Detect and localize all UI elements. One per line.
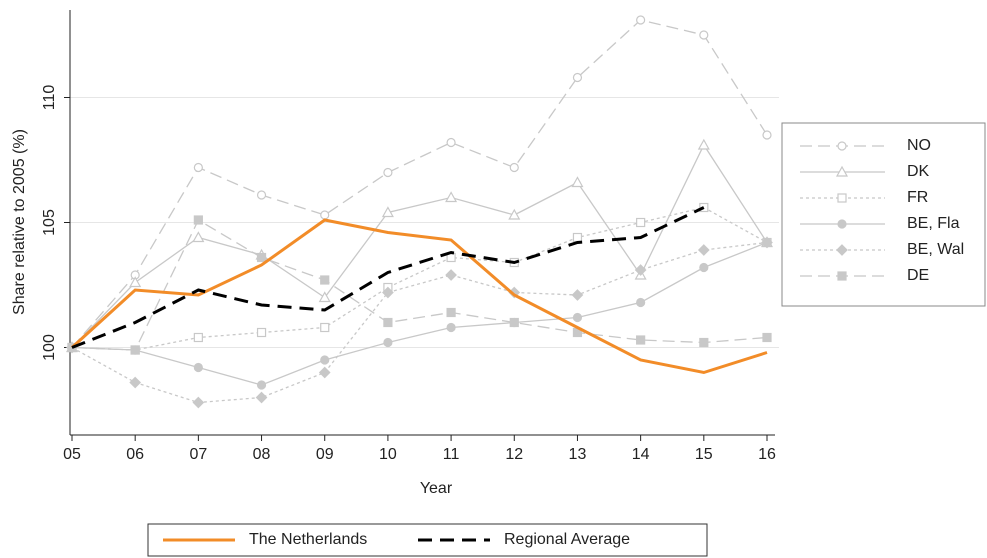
marker <box>697 244 710 256</box>
y-tick-label: 100 <box>41 334 58 361</box>
marker <box>382 286 394 299</box>
marker <box>256 327 267 338</box>
marker <box>699 337 709 348</box>
legend-label: NO <box>907 137 931 154</box>
legend-label: BE, Fla <box>907 215 960 232</box>
marker <box>193 215 203 225</box>
y-tick-label: 105 <box>41 209 58 236</box>
marker <box>192 231 205 243</box>
marker <box>318 366 331 379</box>
marker <box>697 138 710 150</box>
marker <box>192 396 205 409</box>
series-line <box>70 218 768 375</box>
x-tick-label: 15 <box>695 446 713 463</box>
marker <box>509 317 519 328</box>
legend-label: FR <box>907 189 928 206</box>
marker <box>256 252 267 263</box>
marker <box>572 312 583 323</box>
marker <box>318 291 331 303</box>
marker <box>508 208 521 220</box>
marker <box>445 269 457 281</box>
marker <box>320 322 330 333</box>
x-axis-title: Year <box>420 480 453 497</box>
legend-label: The Netherlands <box>249 531 367 548</box>
legend-label: Regional Average <box>504 531 630 548</box>
marker <box>383 167 393 178</box>
marker <box>837 219 847 229</box>
marker <box>193 162 203 173</box>
marker <box>699 30 709 40</box>
marker <box>837 193 847 203</box>
x-tick-label: 16 <box>758 446 776 463</box>
x-tick-label: 12 <box>505 446 523 463</box>
x-tick-label: 05 <box>63 446 81 463</box>
marker <box>636 297 646 308</box>
marker <box>446 307 456 318</box>
x-tick-label: 07 <box>189 446 207 463</box>
legend-label: DK <box>907 163 930 180</box>
marker <box>129 376 142 389</box>
marker <box>572 72 583 83</box>
marker <box>446 322 456 333</box>
marker <box>193 332 203 343</box>
marker <box>837 271 847 281</box>
marker <box>256 190 267 200</box>
x-tick-label: 13 <box>569 446 587 463</box>
marker <box>320 355 330 365</box>
x-tick-label: 11 <box>443 446 460 463</box>
marker <box>571 289 584 301</box>
marker <box>836 244 848 256</box>
marker <box>446 137 456 148</box>
series-line <box>71 206 705 349</box>
marker <box>129 276 142 288</box>
marker <box>762 332 772 343</box>
series-line <box>71 143 768 348</box>
series-line <box>71 19 768 348</box>
marker <box>571 176 584 188</box>
marker <box>193 362 203 373</box>
x-tick-label: 14 <box>632 446 650 463</box>
marker <box>835 165 849 177</box>
series-line <box>71 219 768 351</box>
y-tick-label: 110 <box>41 85 58 111</box>
marker <box>636 217 646 228</box>
marker <box>130 345 140 355</box>
legend-label: BE, Wal <box>907 241 964 258</box>
marker <box>762 130 772 140</box>
x-tick-label: 06 <box>126 446 144 463</box>
x-tick-label: 10 <box>379 446 397 463</box>
marker <box>256 380 267 390</box>
marker <box>381 206 394 218</box>
marker <box>634 264 647 276</box>
series-line <box>71 241 768 386</box>
marker <box>837 141 847 151</box>
series-line <box>71 206 768 351</box>
marker <box>572 232 583 243</box>
y-axis-title: Share relative to 2005 (%) <box>11 129 28 315</box>
marker <box>383 317 393 328</box>
marker <box>636 335 646 345</box>
series-line <box>71 241 768 404</box>
marker <box>383 337 393 348</box>
marker <box>445 191 458 203</box>
marker <box>761 236 773 249</box>
x-tick-label: 09 <box>316 446 334 463</box>
marker <box>255 391 268 404</box>
marker <box>509 162 519 173</box>
marker <box>699 262 709 273</box>
marker <box>636 15 646 25</box>
marker <box>320 275 330 285</box>
x-tick-label: 08 <box>253 446 271 463</box>
legend-label: DE <box>907 267 929 284</box>
marker <box>320 210 330 220</box>
